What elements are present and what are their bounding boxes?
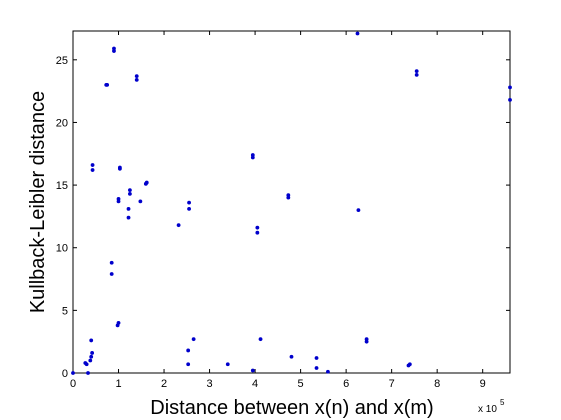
x-tick-label: 8 [434,378,440,390]
data-point [508,85,512,90]
plot-area [72,30,511,374]
data-point [258,337,263,342]
data-points [71,31,512,375]
x-tick-label: 6 [343,378,349,390]
data-point [134,74,139,78]
data-point [90,163,95,167]
data-point [84,362,89,367]
data-point [176,223,181,228]
data-point [112,46,116,51]
data-point [86,371,90,375]
y-tick-label: 0 [62,368,68,380]
data-point [326,369,330,374]
data-point [109,260,114,265]
data-point [414,72,419,77]
x-tick-label: 9 [480,378,486,390]
data-point [508,98,512,102]
y-tick-label: 25 [56,55,68,67]
x-tick-label: 1 [115,378,121,390]
data-point [255,230,260,235]
data-point [116,320,121,325]
data-point [128,191,132,196]
data-point [117,165,122,170]
y-tick-label: 15 [56,180,68,192]
data-point [356,208,361,213]
data-point [90,351,95,355]
data-point [128,188,132,192]
data-point [116,196,121,201]
data-point [187,206,191,211]
data-point [89,354,94,359]
data-point [250,368,255,373]
x-axis-exponent-base: x 10 [478,404,497,415]
data-point [138,199,143,204]
x-tick-label: 0 [70,378,76,390]
data-point [134,77,139,82]
data-point [90,168,95,172]
x-axis-label: Distance between x(n) and x(m) [150,397,433,419]
data-point [314,356,319,360]
data-point [88,358,93,363]
axis-ticks: 0 1 2 3 4 5 6 7 8 9 0 5 10 15 20 25 [56,31,510,390]
y-tick-label: 10 [56,243,68,255]
data-point [126,215,131,220]
data-point [286,193,291,198]
x-tick-label: 2 [161,378,167,390]
x-tick-label: 5 [298,378,304,390]
x-axis-exponent-power: 5 [500,398,505,407]
x-tick-label: 7 [389,378,395,390]
data-point [109,272,114,276]
data-point [414,69,419,73]
data-point [191,337,196,342]
data-point [407,362,412,367]
data-point [314,366,319,370]
data-point [255,225,260,230]
data-point [187,200,191,205]
data-point [144,180,149,185]
data-point [105,82,110,87]
data-point [289,354,294,359]
data-point [89,338,94,343]
y-axis-label: Kullback-Leibler distance [27,91,49,313]
y-tick-label: 5 [62,305,68,317]
data-point [355,31,360,36]
x-tick-label: 4 [252,378,258,390]
data-point [71,371,75,375]
data-point [126,206,131,211]
data-point [186,348,191,353]
data-point [225,362,230,367]
x-tick-label: 3 [207,378,213,390]
data-point [364,337,369,342]
data-point [250,153,255,157]
data-point [186,362,191,367]
y-tick-label: 20 [56,117,68,129]
